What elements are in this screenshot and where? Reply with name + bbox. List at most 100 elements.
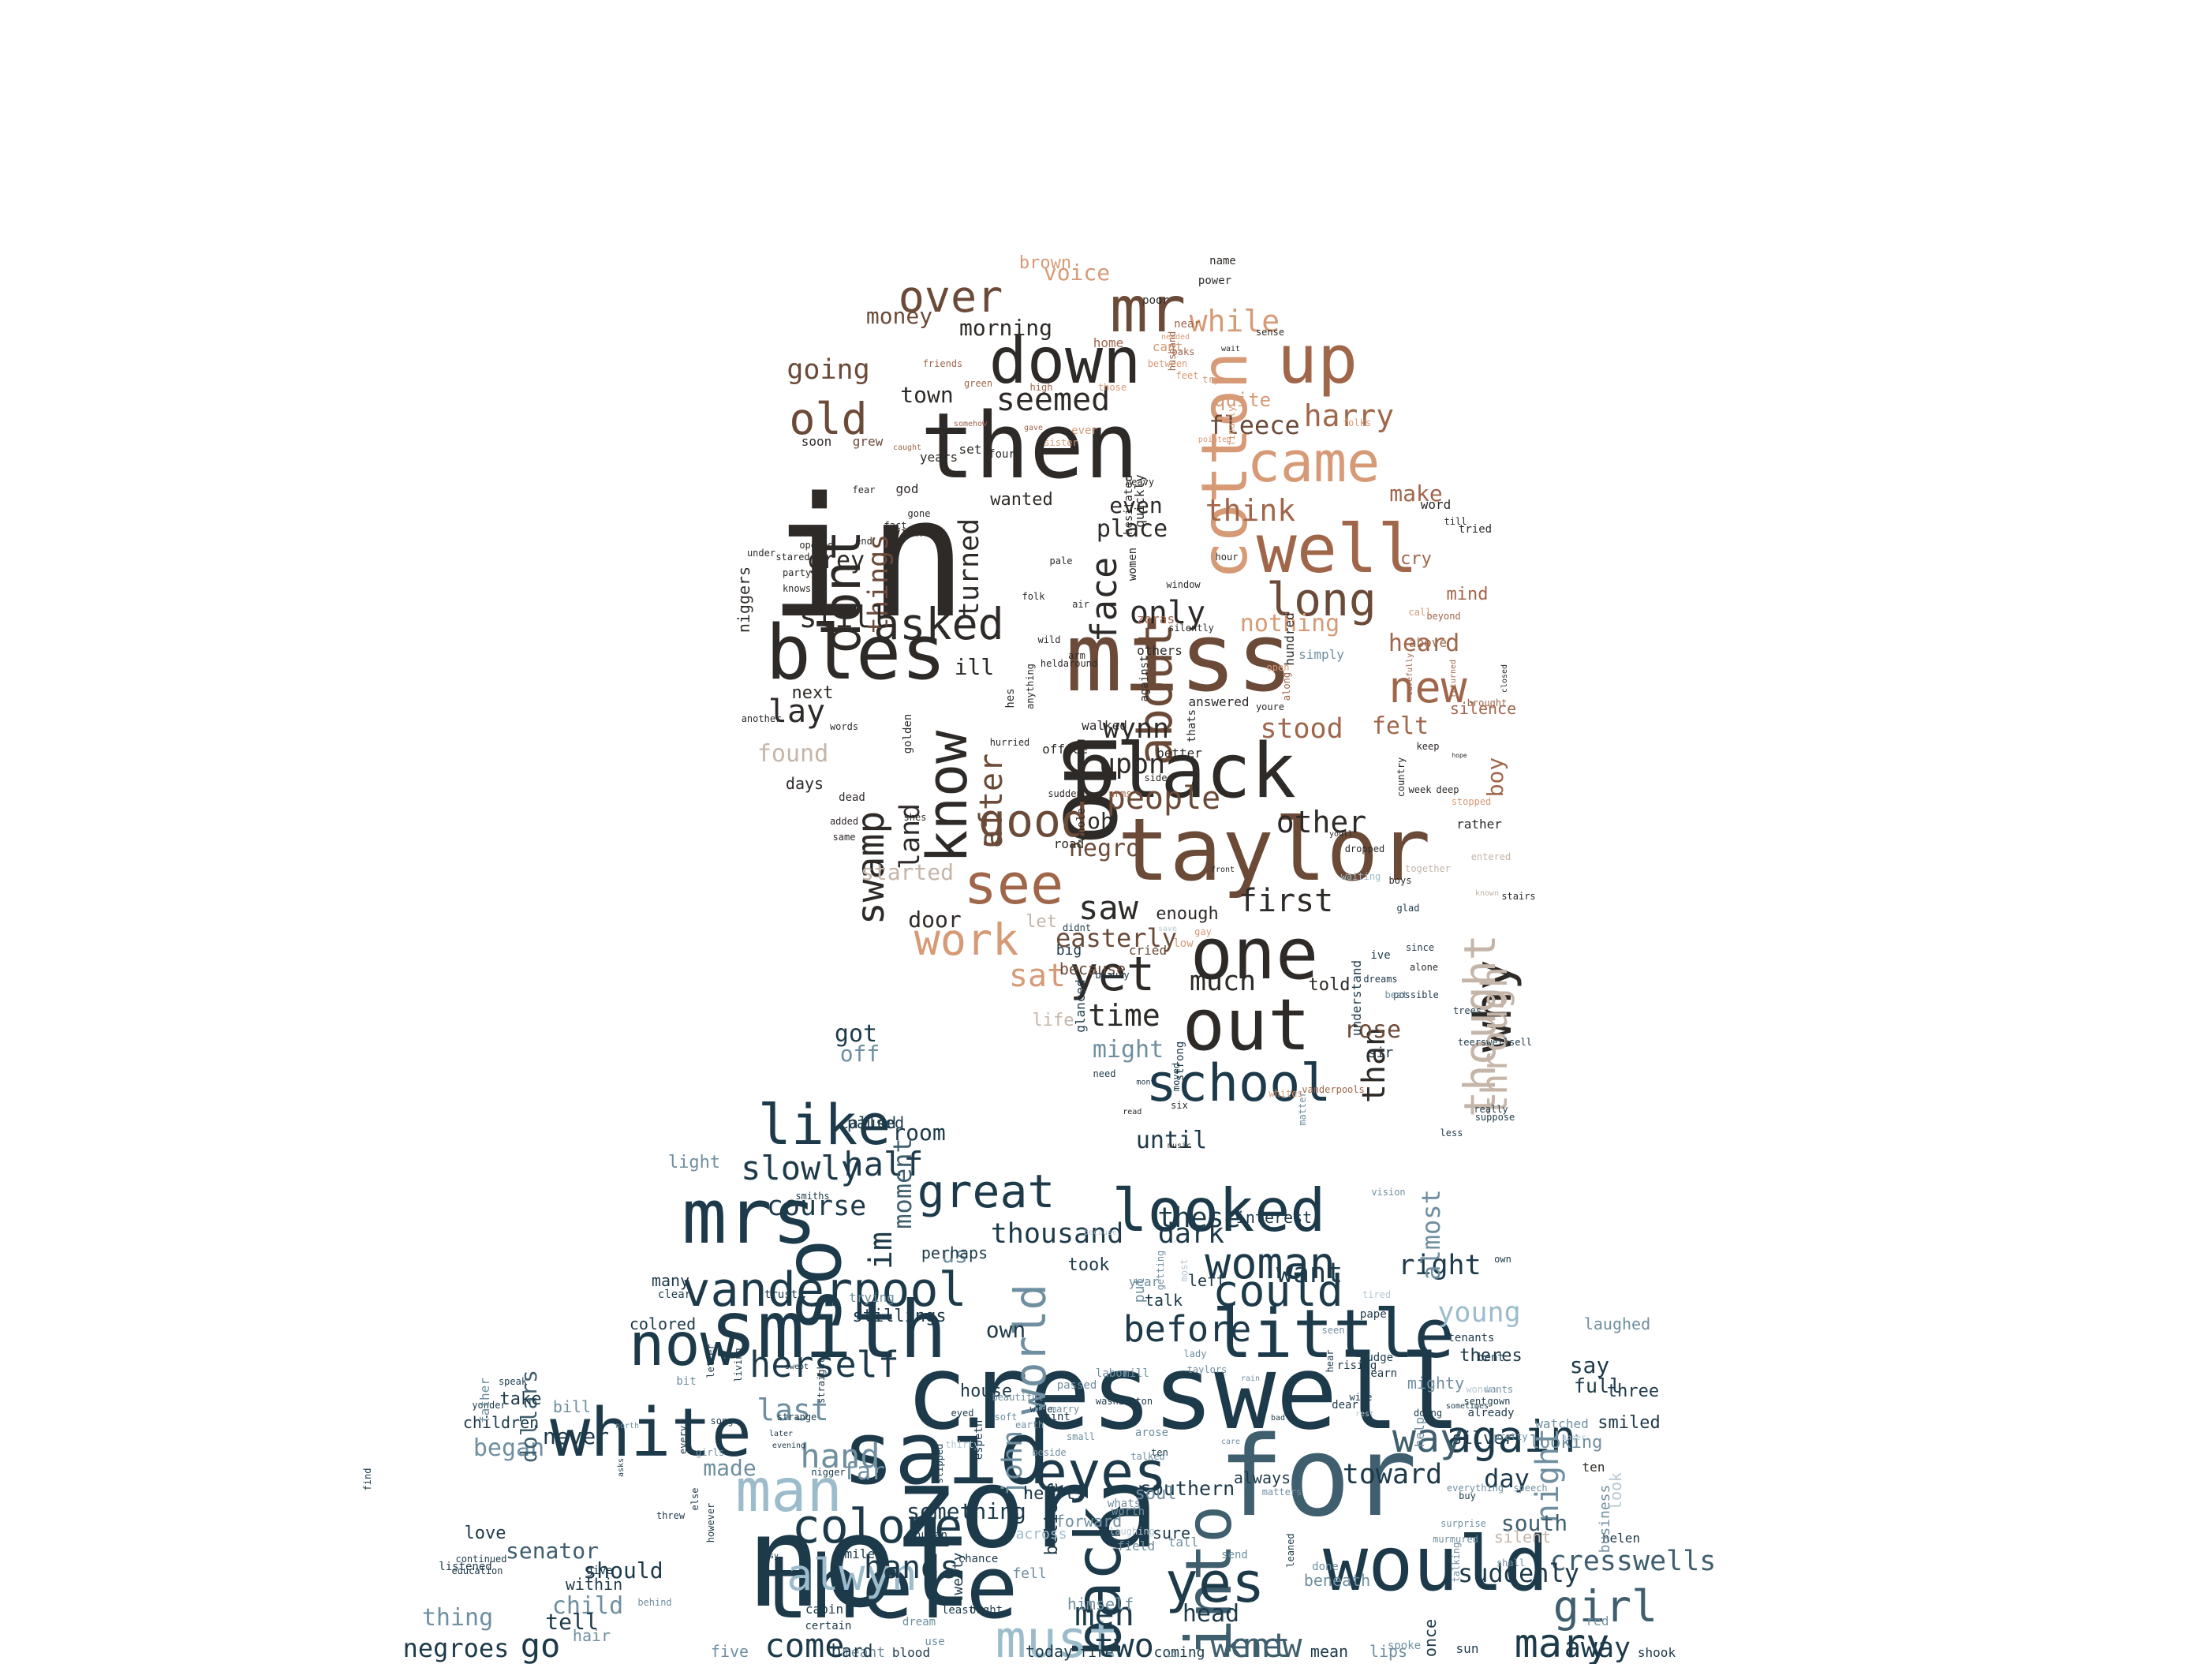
word-gone: gone xyxy=(908,508,931,519)
word-interest: interest xyxy=(1236,1208,1312,1227)
word-slowly: slowly xyxy=(741,1149,861,1187)
word-im: im xyxy=(863,1232,899,1270)
word-call: call xyxy=(1409,607,1432,618)
word-tell: tell xyxy=(545,1609,598,1635)
word-week: week xyxy=(1409,784,1433,795)
word-doing: doing xyxy=(1414,1408,1442,1419)
word-use: use xyxy=(925,1636,944,1648)
word-could: could xyxy=(1212,1266,1343,1316)
word-shall: shall xyxy=(1496,1557,1525,1569)
word-thousand: thousand xyxy=(991,1218,1124,1250)
word-carefully: carefully xyxy=(1406,653,1414,696)
word-got: got xyxy=(835,1020,877,1048)
word-over: over xyxy=(899,271,1003,322)
word-go: go xyxy=(521,1626,561,1664)
word-mind: mind xyxy=(1447,585,1489,604)
word-day: day xyxy=(1484,1464,1530,1494)
word-always: always xyxy=(1234,1468,1291,1487)
word-mr: mr xyxy=(1110,273,1186,346)
word-lips: lips xyxy=(1369,1642,1407,1661)
word-see: see xyxy=(964,852,1063,917)
word-should: should xyxy=(583,1557,663,1584)
word-busy: busy xyxy=(760,1552,779,1561)
word-sun: sun xyxy=(1456,1641,1479,1656)
word-ten: ten xyxy=(1151,1447,1168,1458)
word-away: away xyxy=(1564,1632,1631,1664)
word-against: against xyxy=(1138,655,1151,701)
word-theres: theres xyxy=(1459,1346,1522,1366)
word-southern: southern xyxy=(1140,1477,1235,1500)
word-mill: mill xyxy=(1123,1367,1149,1380)
word-for: for xyxy=(1218,1413,1418,1542)
word-sometimes: sometimes xyxy=(1446,1402,1489,1411)
word-done: done xyxy=(1312,1561,1339,1573)
word-days: days xyxy=(786,774,824,793)
word-girls: girls xyxy=(696,1447,724,1458)
word-silently: silently xyxy=(1168,623,1214,634)
word-house: house xyxy=(960,1382,1012,1401)
word-brought: brought xyxy=(1467,697,1508,709)
word-beneath: beneath xyxy=(1304,1571,1370,1590)
word-boy: boy xyxy=(1482,757,1508,798)
word-alone: alone xyxy=(1410,962,1438,973)
word-word: word xyxy=(1421,497,1452,512)
word-laughed: laughed xyxy=(1584,1314,1650,1333)
word-new: new xyxy=(1388,662,1467,712)
word-own: own xyxy=(986,1317,1026,1343)
word-these: these xyxy=(1157,1202,1240,1234)
word-why: why xyxy=(1464,959,1523,1052)
word-husband: husband xyxy=(1167,331,1178,372)
word-down: down xyxy=(989,324,1141,398)
word-right: right xyxy=(1398,1250,1481,1281)
word-marry: marry xyxy=(1051,1404,1079,1415)
word-alwyn: alwyn xyxy=(787,1550,917,1600)
word-hard: hard xyxy=(831,1642,873,1662)
word-shes: shes xyxy=(904,812,927,823)
word-least: least xyxy=(942,1604,975,1617)
word-smiled: smiled xyxy=(1597,1413,1660,1433)
word-children: children xyxy=(463,1413,539,1432)
word-almost: almost xyxy=(1416,1189,1446,1281)
word-stopped: stopped xyxy=(1452,796,1492,807)
word-till: till xyxy=(1444,516,1467,527)
word-road: road xyxy=(1054,836,1085,851)
word-gay: gay xyxy=(1194,926,1212,937)
word-open: open xyxy=(1267,662,1290,673)
word-youre: youre xyxy=(1256,701,1284,712)
word-ill: ill xyxy=(955,654,995,680)
word-entered: entered xyxy=(1471,851,1511,862)
word-room: room xyxy=(892,1120,945,1146)
word-cresswell: cresswell xyxy=(906,1333,1461,1453)
word-mont: mont xyxy=(1136,1079,1155,1087)
word-somehow: somehow xyxy=(954,420,988,428)
word-walked: walked xyxy=(1082,718,1127,733)
word-want: want xyxy=(1276,1258,1343,1289)
word-surprise: surprise xyxy=(1440,1518,1486,1529)
word-coming: coming xyxy=(1153,1644,1205,1661)
word-life: life xyxy=(1033,1011,1074,1030)
word-negroes: negroes xyxy=(403,1633,510,1663)
word-last: last xyxy=(757,1393,829,1427)
word-finally: finally xyxy=(1226,406,1237,447)
word-stillings: stillings xyxy=(852,1307,946,1326)
word-arose: arose xyxy=(1135,1427,1168,1439)
word-easterly: easterly xyxy=(1056,923,1177,953)
word-night: night xyxy=(1530,1428,1566,1523)
word-mrs: mrs xyxy=(682,1174,817,1261)
word-heart: heart xyxy=(1023,1484,1075,1504)
word-certain: certain xyxy=(805,1620,851,1632)
word-herself: herself xyxy=(749,1344,899,1385)
word-little: little xyxy=(1212,1296,1454,1374)
word-watched: watched xyxy=(1535,1416,1588,1431)
word-forward: forward xyxy=(1056,1512,1122,1531)
word-year: year xyxy=(1129,1274,1160,1289)
word-murmured: murmured xyxy=(1433,1534,1478,1545)
word-beside: beside xyxy=(1032,1447,1066,1458)
word-heldaround: heldaround xyxy=(1041,658,1097,669)
word-town: town xyxy=(900,382,953,408)
word-come: come xyxy=(764,1626,844,1664)
word-well: well xyxy=(1257,510,1418,589)
word-worth: worth xyxy=(1112,1505,1145,1518)
word-talking: talking xyxy=(1451,1542,1462,1583)
word-voice: voice xyxy=(1044,260,1110,286)
